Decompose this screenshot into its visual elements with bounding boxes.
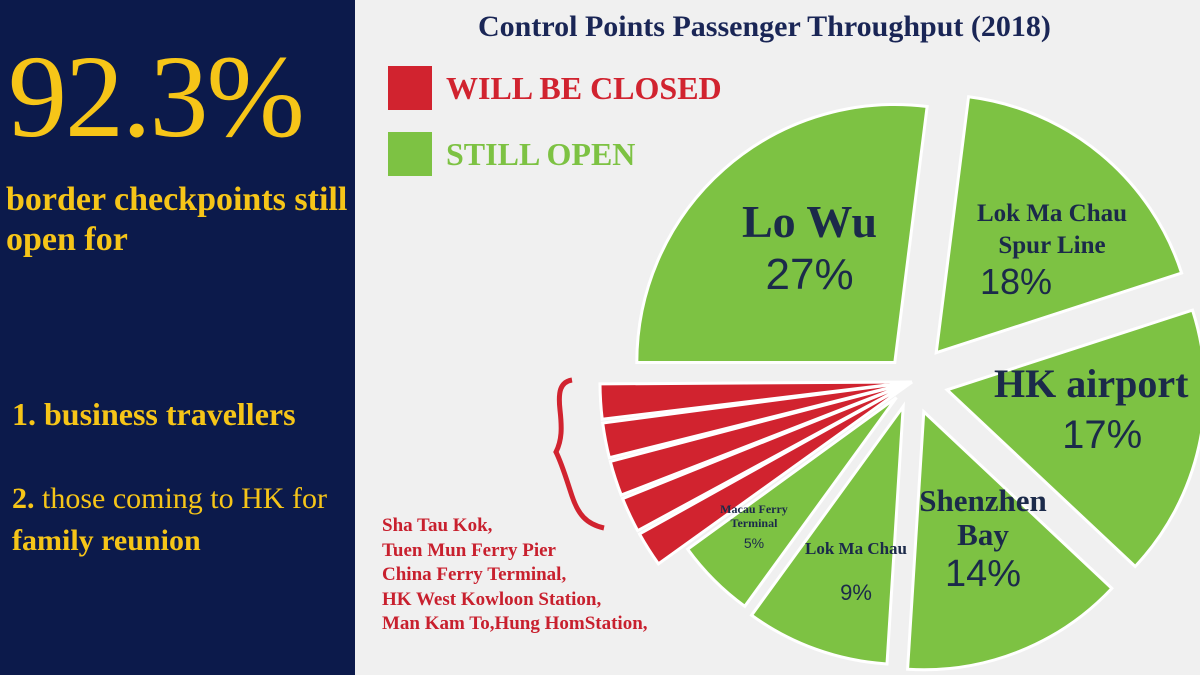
slice-name: Lok Ma Chau <box>804 539 908 558</box>
big-percent: 92.3% <box>8 31 305 162</box>
slice-name: Macau Ferry Terminal <box>720 502 788 530</box>
slice-name: HK airport <box>994 361 1189 406</box>
closed-item: Sha Tau Kok, <box>382 515 493 536</box>
slice-label-lo-wu: Lo Wu 27% <box>742 196 877 300</box>
open-slices <box>635 95 1200 672</box>
legend-swatch-closed <box>388 66 432 110</box>
slice-label-macau-ferry-terminal: Macau Ferry Terminal 5% <box>706 502 802 552</box>
list-item-business: 1. business travellers <box>12 396 296 432</box>
closed-wedge-1 <box>637 380 913 566</box>
legend-label-closed: WILL BE CLOSED <box>446 70 722 106</box>
slice-pct: 18% <box>980 261 1053 302</box>
pie-slice-lok-ma-chau-spur-line <box>934 95 1184 355</box>
pie-slice-lok-ma-chau <box>749 401 906 666</box>
slice-pct: 14% <box>944 553 1022 595</box>
closed-wedges <box>598 380 913 566</box>
closed-item: HK West Kowloon Station, <box>382 588 602 610</box>
legend-swatch-open <box>388 132 432 176</box>
closed-item: Tuen Mun Ferry Pier <box>382 539 556 561</box>
closed-wedge-3 <box>608 380 913 498</box>
slice-name: Lok Ma Chau Spur Line <box>976 200 1128 259</box>
closed-wedge-4 <box>601 380 913 460</box>
legend-label-open: STILL OPEN <box>446 136 636 172</box>
slice-label-hk-airport: HK airport 17% <box>994 362 1188 458</box>
list-item-family: 2. those coming to HK for family reunion <box>12 478 352 562</box>
closed-checkpoint-list: Sha Tau Kok, Tuen Mun Ferry Pier China F… <box>382 514 648 637</box>
slice-label-shenzhen-bay: Shenzhen Bay 14% <box>908 484 1058 596</box>
closed-wedge-5 <box>598 380 913 421</box>
item2-number: 2. <box>12 482 35 515</box>
item2-text: those coming to HK for <box>34 482 327 515</box>
closed-item: China Ferry Terminal, <box>382 564 567 585</box>
slice-pct: 5% <box>743 535 765 551</box>
left-panel: 92.3% border checkpoints still open for … <box>0 0 355 675</box>
slice-pct: 27% <box>765 250 854 299</box>
pie-slice-shenzhen-bay <box>905 408 1114 672</box>
bracket-icon <box>553 377 605 531</box>
closed-wedge-2 <box>620 380 913 533</box>
slice-pct: 9% <box>840 580 872 605</box>
slice-pct: 17% <box>1062 413 1143 457</box>
closed-item: Man Kam To,Hung HomStation, <box>382 613 648 634</box>
slice-label-lok-ma-chau: Lok Ma Chau 9% <box>794 538 918 606</box>
slice-name: Shenzhen Bay <box>919 483 1047 552</box>
slice-label-lok-ma-chau-spur-line: Lok Ma Chau Spur Line 18% <box>962 198 1142 302</box>
slice-name: Lo Wu <box>742 196 878 247</box>
headline: border checkpoints still open for <box>6 181 348 258</box>
pie-slice-macau-ferry-terminal <box>685 396 898 609</box>
item2-bold: family reunion <box>12 524 201 557</box>
pie-slice-lo-wu <box>635 103 929 364</box>
chart-title: Control Points Passenger Throughput (201… <box>478 10 1051 43</box>
